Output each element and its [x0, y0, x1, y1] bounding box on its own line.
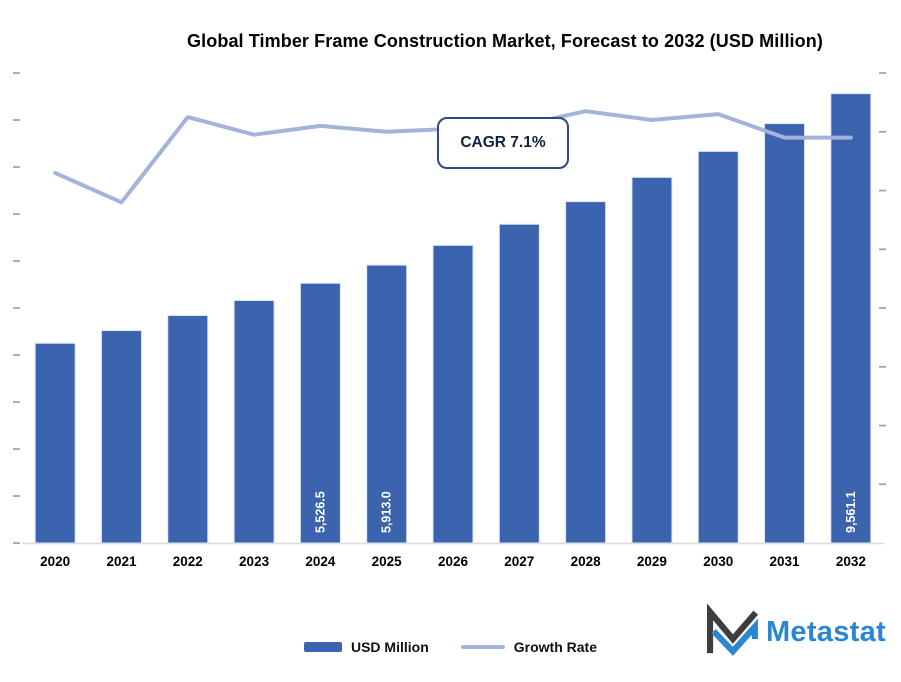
y1-axis-tick — [13, 119, 20, 121]
x-axis-label-2030: 2030 — [703, 554, 733, 569]
bar-2025 — [366, 264, 408, 544]
y2-axis-tick — [879, 307, 886, 309]
bar-2031 — [764, 123, 806, 544]
y2-axis-tick — [879, 365, 886, 368]
bar-2032 — [830, 93, 872, 544]
y1-axis-tick — [13, 354, 20, 356]
x-axis-label-2031: 2031 — [770, 554, 801, 569]
x-axis-label-2025: 2025 — [372, 554, 403, 569]
y1-axis-tick — [13, 401, 20, 403]
cagr-label: CAGR 7.1% — [460, 134, 546, 151]
bar-2024 — [299, 282, 341, 544]
y1-axis-tick — [13, 307, 20, 309]
y1-axis-tick — [13, 213, 20, 215]
y2-axis-tick — [879, 483, 886, 486]
plot-area: 5,526.5 5,913.0 9,561.1 2020 2021 2022 2023 202… — [13, 72, 886, 569]
x-axis-label-2026: 2026 — [438, 554, 469, 569]
y2-axis-tick — [879, 248, 886, 251]
cagr-callout: CAGR 7.1% — [437, 117, 569, 169]
x-axis-label-2021: 2021 — [106, 554, 137, 569]
bar-2021 — [100, 330, 142, 544]
bar-2022 — [167, 315, 209, 544]
x-axis-label-2023: 2023 — [239, 554, 270, 569]
chart-title: Global Timber Frame Construction Market,… — [187, 31, 823, 51]
bar-2029 — [631, 176, 673, 544]
y1-axis-tick — [13, 260, 20, 262]
x-axis-label-2029: 2029 — [637, 554, 667, 569]
metastat-logo-icon — [706, 604, 759, 656]
y1-axis-tick — [13, 448, 20, 450]
legend-label-growth-rate: Growth Rate — [513, 639, 597, 655]
metastat-logo-text: Metastat — [765, 615, 886, 648]
bar-2026 — [432, 244, 474, 544]
y1-axis-tick — [13, 542, 20, 544]
x-axis-label-2022: 2022 — [173, 554, 203, 569]
x-axis-label-2028: 2028 — [571, 554, 602, 569]
x-axis-label-2032: 2032 — [836, 554, 866, 569]
metastat-logo: Metastat — [703, 604, 886, 660]
y1-axis-tick — [13, 72, 20, 74]
y1-axis-tick — [13, 166, 20, 168]
bar-value-label-2024: 5,526.5 — [313, 491, 327, 533]
bar-2023 — [233, 299, 275, 544]
legend-bar-swatch — [303, 642, 342, 652]
x-axis-label-2020: 2020 — [40, 554, 70, 569]
bar-value-label-2025: 5,913.0 — [380, 491, 394, 533]
x-axis-label-2027: 2027 — [504, 554, 534, 569]
bar-value-label-2032: 9,561.1 — [844, 491, 858, 533]
y2-axis-tick — [879, 189, 886, 192]
bar-2020 — [34, 342, 76, 544]
bar-2027 — [498, 223, 540, 544]
y2-axis-tick — [879, 130, 886, 133]
legend-label-usd-million: USD Million — [350, 639, 429, 655]
bar-2030 — [697, 150, 739, 544]
x-axis-label-2024: 2024 — [305, 554, 336, 569]
legend-line-swatch — [460, 645, 505, 649]
y2-axis-tick — [879, 72, 886, 74]
y2-axis-tick — [879, 424, 886, 427]
chart-canvas: 5,526.5 5,913.0 9,561.1 2020 2021 2022 2023 202… — [13, 72, 886, 569]
legend: USD Million Growth Rate — [0, 639, 901, 655]
bar-2028 — [565, 201, 607, 544]
y1-axis-tick — [13, 495, 20, 497]
